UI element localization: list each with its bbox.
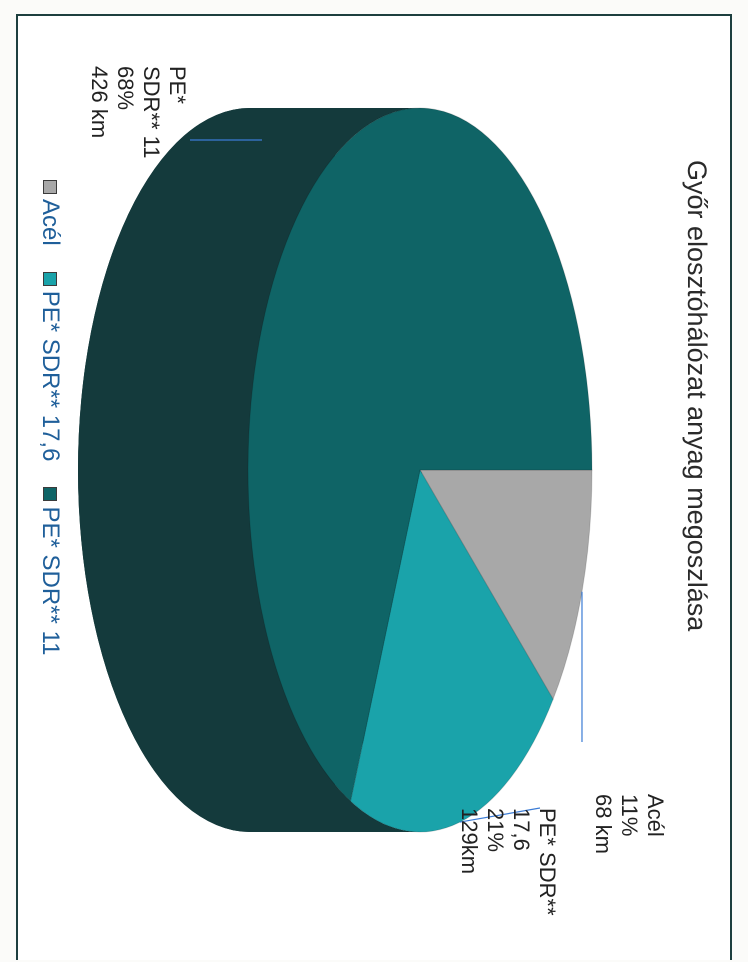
legend-item-acel: Acél — [36, 180, 64, 246]
slice-label-line: Acél — [643, 794, 668, 837]
slice-label-line: 11% — [617, 794, 642, 837]
legend-swatch-icon — [43, 271, 57, 286]
slice-label-line: PE* SDR** — [535, 808, 560, 916]
leader-lines — [190, 139, 583, 823]
slice-label-line: 21% — [483, 808, 508, 853]
slice-label-acel: Acél 11% 68 km — [590, 794, 668, 854]
chart-title: Győr elosztóhálózat anyag megoszlása — [682, 160, 712, 632]
legend-swatch-icon — [43, 487, 57, 502]
slice-label-pe-11: PE* SDR** 11 68% 426 km — [86, 66, 190, 159]
slice-label-pe-17-6: PE* SDR** 17,6 21% 129km — [456, 808, 560, 916]
pie-slice-2 — [247, 107, 593, 803]
legend-label: PE* SDR** 17,6 — [37, 290, 64, 462]
pie-layer — [78, 107, 593, 833]
slice-label-line: SDR** 11 — [139, 66, 164, 159]
slice-label-line: 68% — [113, 66, 138, 111]
legend-label: PE* SDR** 11 — [37, 506, 64, 656]
pie-slice-0 — [419, 469, 593, 701]
chart-legend: Acél PE* SDR** 17,6 PE* SDR** 11 — [36, 180, 64, 655]
leader-line-pe-17-6 — [459, 807, 541, 823]
legend-item-pe-17-6: PE* SDR** 17,6 — [36, 271, 64, 462]
slice-label-line: 17,6 — [509, 808, 534, 851]
slice-label-line: 426 km — [87, 66, 112, 139]
slice-label-line: 68 km — [591, 794, 616, 854]
slice-label-line: 129km — [457, 808, 482, 875]
pie-side-wall — [78, 108, 420, 832]
slice-label-line: PE* — [165, 66, 190, 104]
legend-swatch-icon — [43, 180, 57, 194]
legend-item-pe-11: PE* SDR** 11 — [36, 487, 64, 655]
legend-label: Acél — [37, 199, 64, 246]
